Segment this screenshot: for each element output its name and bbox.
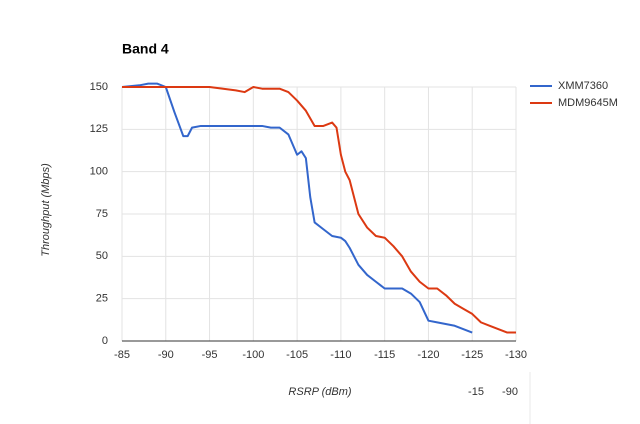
- x-tick-label: -105: [286, 349, 308, 361]
- y-tick-label: 100: [90, 166, 108, 178]
- annotation: -90: [502, 386, 518, 398]
- x-tick-label: -120: [417, 349, 439, 361]
- legend-label: MDM9645M: [558, 97, 618, 109]
- x-tick-label: -100: [242, 349, 264, 361]
- chart-title: Band 4: [122, 41, 169, 57]
- x-tick-label: -110: [330, 349, 351, 361]
- legend-label: XMM7360: [558, 80, 608, 92]
- y-tick-label: 50: [96, 250, 108, 262]
- y-tick-label: 150: [90, 81, 108, 93]
- y-tick-label: 25: [96, 293, 108, 305]
- x-tick-label: -95: [202, 349, 218, 361]
- x-tick-label: -130: [505, 349, 527, 361]
- data-line: [122, 86, 516, 334]
- x-axis-label: RSRP (dBm): [288, 386, 351, 398]
- x-tick-label: -90: [158, 349, 174, 361]
- y-tick-label: 0: [102, 335, 108, 347]
- annotation: -15: [468, 386, 484, 398]
- data-line: [121, 82, 473, 334]
- x-tick-label: -125: [461, 349, 483, 361]
- y-tick-label: 75: [96, 208, 108, 220]
- y-tick-label: 125: [90, 123, 108, 135]
- y-axis-label: Throughput (Mbps): [40, 163, 52, 257]
- x-tick-label: -85: [114, 349, 130, 361]
- x-tick-label: -115: [374, 349, 395, 361]
